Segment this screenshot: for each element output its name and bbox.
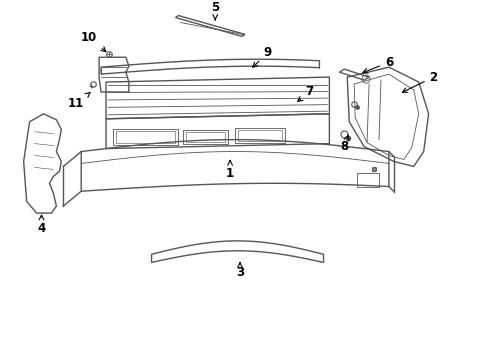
Text: 5: 5 [211, 1, 220, 20]
Text: 2: 2 [402, 71, 438, 92]
Text: 6: 6 [363, 56, 393, 73]
Text: 1: 1 [226, 161, 234, 180]
Bar [357, 174, 379, 187]
Text: 7: 7 [298, 85, 314, 102]
Text: 3: 3 [236, 263, 244, 279]
Text: 4: 4 [37, 215, 46, 235]
Text: 10: 10 [81, 31, 106, 52]
Text: 11: 11 [68, 93, 90, 111]
Text: 8: 8 [340, 135, 349, 153]
Text: 9: 9 [253, 46, 272, 67]
